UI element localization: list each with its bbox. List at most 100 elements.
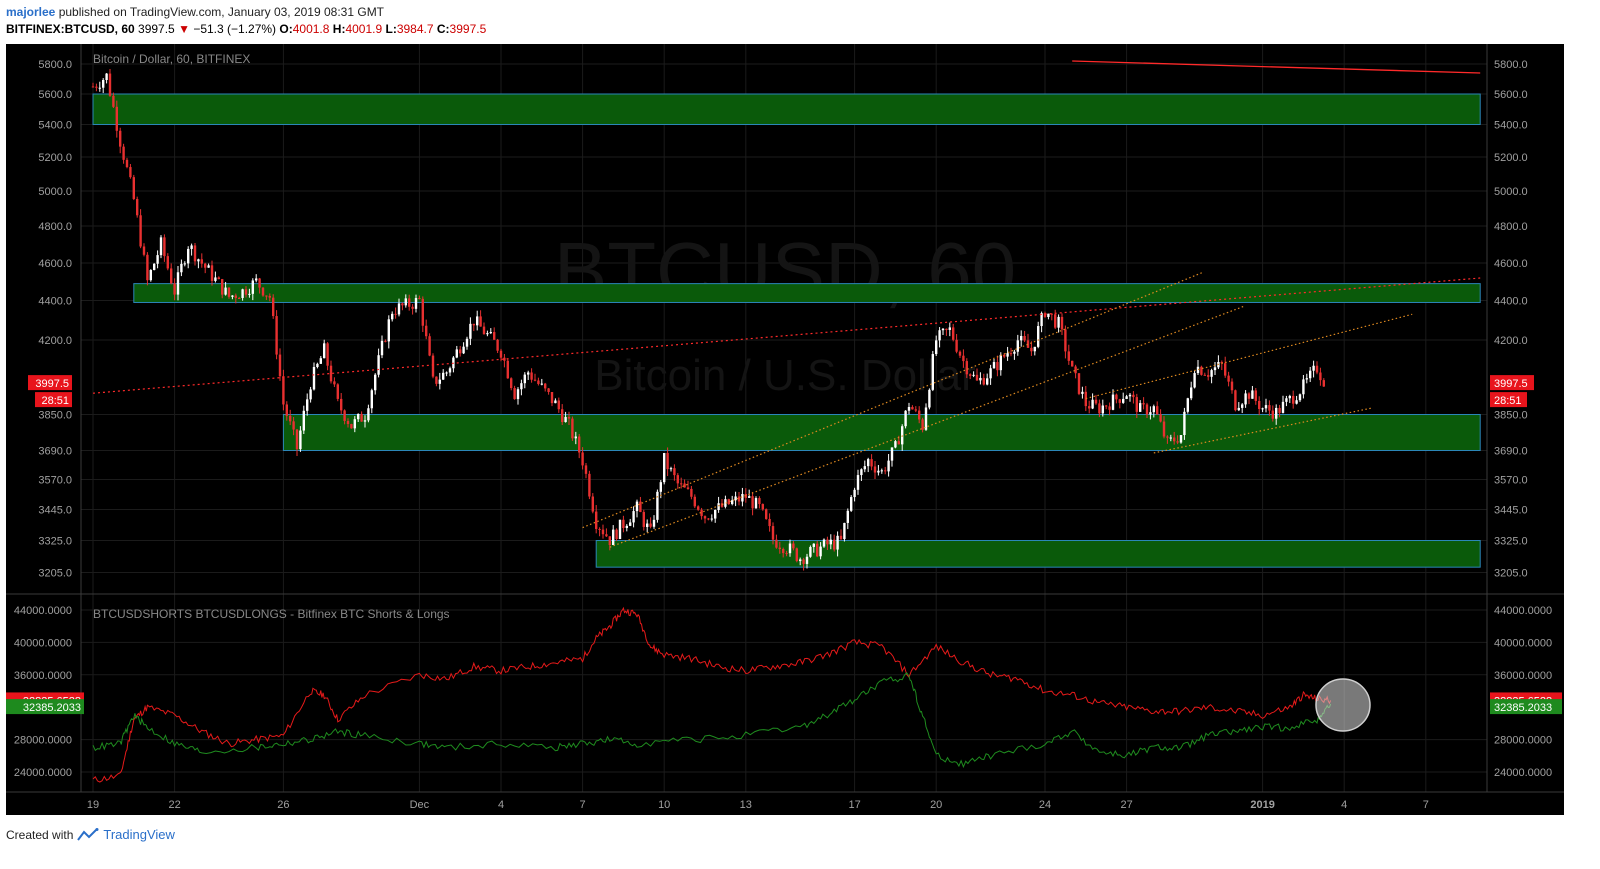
candle-body <box>754 498 758 509</box>
candle-body <box>588 473 591 497</box>
candle-body <box>659 482 662 492</box>
candle-body <box>340 398 343 411</box>
candle-body <box>255 278 258 281</box>
support-resistance-zones <box>92 93 1481 568</box>
candle-body <box>901 426 904 445</box>
candle-body <box>945 328 948 330</box>
candle-body <box>785 553 788 555</box>
tradingview-brand[interactable]: TradingView <box>103 827 175 842</box>
candle-body <box>119 130 122 147</box>
candle-body <box>343 410 346 421</box>
candle-body <box>1210 370 1213 377</box>
candle-body <box>748 496 751 498</box>
candle-body <box>693 496 696 507</box>
candle-body <box>969 374 972 376</box>
candle-body <box>136 199 139 216</box>
candle-body <box>285 404 288 416</box>
candle-body <box>479 316 482 327</box>
candle-body <box>425 325 428 337</box>
candle-body <box>384 340 387 342</box>
candle-body <box>377 355 380 375</box>
candle-body <box>312 367 316 390</box>
candle-body <box>1074 366 1077 374</box>
candle-body <box>1156 406 1159 415</box>
candle-body <box>632 511 635 523</box>
candle-body <box>139 215 142 247</box>
indicator-lines <box>92 606 1332 783</box>
candle-body <box>132 177 135 200</box>
candle-body <box>1162 421 1166 437</box>
x-tick-label: 20 <box>930 799 942 811</box>
candle-body <box>326 343 329 366</box>
candle-body <box>1285 398 1288 402</box>
candle-body <box>860 469 863 476</box>
candle-body <box>904 410 907 427</box>
candle-body <box>1200 366 1203 375</box>
author-name[interactable]: majorlee <box>6 5 56 19</box>
x-tick-label: 27 <box>1120 799 1132 811</box>
low-value: 3984.7 <box>396 22 434 36</box>
candle-body <box>404 298 407 306</box>
candle-body <box>431 355 435 377</box>
ind-y-tick-label-right: 44000.0000 <box>1494 605 1552 617</box>
candle-body <box>625 525 628 529</box>
candle-body <box>809 546 812 557</box>
candle-body <box>1101 405 1104 414</box>
candle-body <box>914 409 917 411</box>
candle-body <box>268 295 271 298</box>
candle-body <box>812 543 815 547</box>
candle-body <box>622 519 625 529</box>
candle-body <box>890 447 894 461</box>
candle-body <box>853 489 856 498</box>
candle-body <box>221 279 224 295</box>
candle-body <box>1241 404 1244 408</box>
y-tick-label-left: 4600.0 <box>38 258 72 270</box>
candle-body <box>357 413 360 420</box>
price-tag-bg <box>28 375 72 391</box>
x-tick-label: 7 <box>580 799 586 811</box>
main-pane-title: Bitcoin / Dollar, 60, BITFINEX <box>93 52 250 66</box>
candle-body <box>1135 397 1138 412</box>
candle-body <box>710 518 713 520</box>
y-tick-label-right: 4200.0 <box>1494 335 1528 347</box>
candle-body <box>510 378 513 389</box>
x-tick-label: 19 <box>87 799 99 811</box>
low-label: L: <box>385 22 397 36</box>
candle-body <box>574 436 577 439</box>
candle-body <box>690 488 693 497</box>
candle-body <box>1271 410 1274 419</box>
candle-body <box>173 283 176 295</box>
x-tick-label: 13 <box>740 799 752 811</box>
candle-body <box>1247 393 1251 399</box>
candle-body <box>1064 329 1067 352</box>
published-text: published on TradingView.com, January 03… <box>58 5 385 19</box>
candle-body <box>1125 396 1128 399</box>
candle-body <box>846 510 849 523</box>
candle-body <box>1230 381 1234 391</box>
candle-body <box>1030 347 1033 352</box>
candle-body <box>843 522 846 540</box>
y-tick-label-right: 5800.0 <box>1494 59 1528 71</box>
y-tick-label-left: 5600.0 <box>38 89 72 101</box>
candle-body <box>1149 412 1152 415</box>
candle-body <box>795 548 798 562</box>
candle-body <box>1275 407 1278 419</box>
x-tick-label: 7 <box>1423 799 1429 811</box>
candle-body <box>1023 335 1026 341</box>
candle-body <box>1037 326 1040 347</box>
price-tag-bg <box>6 699 84 715</box>
x-tick-label: 26 <box>277 799 289 811</box>
trendline <box>1085 313 1413 400</box>
candle-body <box>799 559 802 562</box>
candle-body <box>584 465 588 474</box>
candle-body <box>193 245 197 262</box>
candle-body <box>1213 367 1217 371</box>
candle-body <box>911 406 914 410</box>
candle-body <box>197 259 200 262</box>
candle-body <box>333 381 336 385</box>
candle-body <box>1040 313 1043 327</box>
candle-body <box>741 493 744 502</box>
y-tick-label-right: 3445.0 <box>1494 505 1528 517</box>
candle-body <box>649 523 652 527</box>
